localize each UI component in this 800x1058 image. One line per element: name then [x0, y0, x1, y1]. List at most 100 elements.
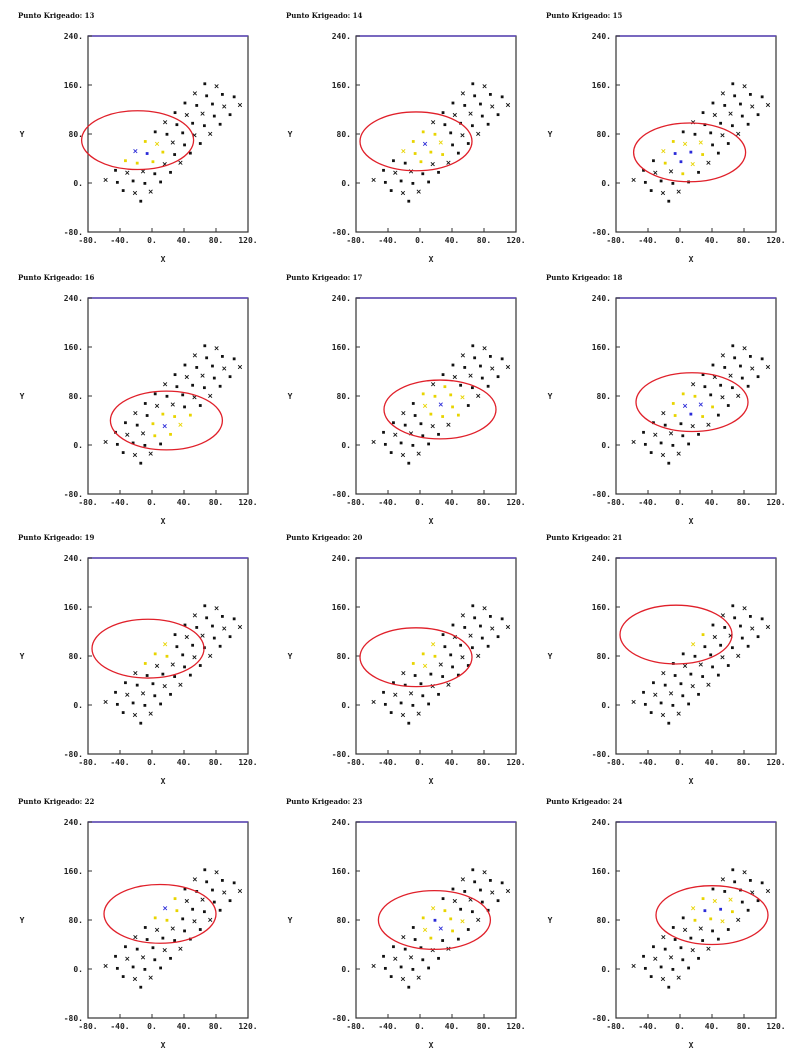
sample-point: [232, 357, 236, 361]
sample-point: [429, 150, 433, 154]
y-tick-label: -80.: [64, 1014, 83, 1023]
sample-point-x: [140, 955, 146, 960]
sample-point: [471, 82, 475, 86]
sample-point: [659, 965, 663, 969]
sample-point: [151, 160, 155, 164]
sample-point: [195, 104, 199, 107]
sample-point-x: [178, 422, 183, 427]
sample-point: [673, 152, 677, 155]
sample-point-x: [422, 403, 428, 409]
x-axis-label: X: [161, 777, 166, 786]
kriging-panel-18: Punto Krigeado: 18 -80. 0. 80. 160. 240. -80. -…: [528, 262, 794, 526]
x-tick-label: -40.: [378, 498, 397, 507]
sample-point-x: [200, 633, 205, 638]
sample-point: [756, 899, 760, 903]
x-tick-label: 80.: [477, 1022, 491, 1031]
scatter-plot: Punto Krigeado: 16 -80. 0. 80. 160. 240. -80. -…: [18, 273, 258, 526]
sample-point: [488, 93, 492, 96]
x-tick-label: 80.: [477, 498, 491, 507]
kriging-panel-16: Punto Krigeado: 16 -80. 0. 80. 160. 240. -80. -…: [0, 262, 266, 526]
sample-point-x: [170, 662, 175, 667]
scatter-plot: Punto Krigeado: 13 -80. 0. 80. 160. 240. -80. -…: [18, 11, 258, 264]
search-ellipse: [80, 110, 195, 171]
sample-point: [411, 402, 415, 405]
x-tick-label: 0.: [415, 758, 425, 767]
sample-point-x: [422, 663, 428, 669]
sample-point: [183, 363, 187, 367]
y-tick-label: 240.: [64, 818, 83, 827]
sample-point: [649, 451, 653, 454]
x-tick-label: 80.: [209, 498, 223, 507]
sample-point-x: [742, 606, 747, 611]
sample-point: [649, 975, 653, 978]
sample-point: [671, 181, 675, 185]
x-tick-label: 0.: [147, 236, 157, 245]
y-tick-label: 160.: [332, 81, 351, 90]
sample-point: [643, 442, 647, 446]
sample-point: [496, 635, 500, 639]
sample-point-x: [237, 888, 243, 894]
sample-point-x: [460, 919, 465, 924]
sample-point: [153, 694, 157, 698]
sample-point-x: [430, 424, 435, 429]
x-tick-label: 40.: [445, 498, 459, 507]
scatter-plot: Punto Krigeado: 19 -80. 0. 80. 160. 240. -80. -…: [18, 533, 258, 786]
sample-point: [135, 423, 139, 427]
search-ellipse: [619, 604, 733, 665]
sample-point: [471, 604, 475, 608]
sample-point: [723, 366, 727, 369]
sample-point-x: [178, 946, 183, 951]
plot-contents: [103, 604, 243, 725]
x-tick-label: 80.: [737, 236, 751, 245]
x-tick-label: -40.: [638, 1022, 657, 1031]
y-tick-label: 0.: [341, 965, 351, 974]
x-tick-label: 80.: [209, 1022, 223, 1031]
sample-point-x: [393, 170, 398, 175]
sample-point-x: [125, 956, 130, 961]
sample-point: [183, 101, 187, 105]
sample-point: [687, 702, 691, 706]
sample-point: [731, 82, 735, 86]
y-tick-label: 0.: [341, 441, 351, 450]
sample-point: [212, 376, 216, 380]
sample-point-x: [505, 364, 511, 370]
sample-point: [212, 900, 216, 904]
sample-point: [681, 392, 685, 396]
sample-point: [739, 364, 742, 368]
sample-point-x: [720, 877, 725, 882]
sample-point-x: [132, 712, 138, 718]
sample-point-x: [401, 148, 406, 154]
y-tick-label: 0.: [601, 179, 611, 188]
sample-point-x: [668, 169, 674, 174]
sample-point: [716, 151, 720, 155]
sample-point: [697, 432, 700, 436]
x-tick-label: -40.: [110, 758, 129, 767]
sample-point: [159, 966, 163, 970]
sample-point: [711, 405, 714, 409]
x-tick-label: -40.: [638, 758, 657, 767]
sample-point: [667, 199, 671, 203]
sample-point-x: [490, 366, 495, 371]
sample-point-x: [468, 633, 473, 638]
sample-point: [456, 151, 460, 155]
sample-point-x: [682, 403, 688, 409]
sample-point: [433, 394, 437, 398]
sample-point: [470, 386, 474, 390]
x-axis-label: X: [429, 255, 434, 264]
y-tick-label: -80.: [592, 1014, 611, 1023]
sample-point: [232, 881, 236, 885]
sample-point: [421, 652, 425, 656]
sample-point: [427, 702, 431, 706]
y-axis-label: Y: [20, 652, 25, 661]
sample-point: [205, 616, 209, 620]
y-tick-label: 240.: [592, 554, 611, 563]
x-tick-label: -80.: [606, 236, 625, 245]
panel-title: Punto Krigeado: 15: [546, 11, 623, 20]
sample-point: [392, 421, 395, 425]
sample-point: [673, 938, 677, 941]
sample-point: [733, 94, 737, 98]
y-tick-label: 240.: [592, 818, 611, 827]
sample-point: [449, 393, 453, 397]
sample-point: [399, 965, 403, 969]
sample-point-x: [728, 897, 733, 902]
